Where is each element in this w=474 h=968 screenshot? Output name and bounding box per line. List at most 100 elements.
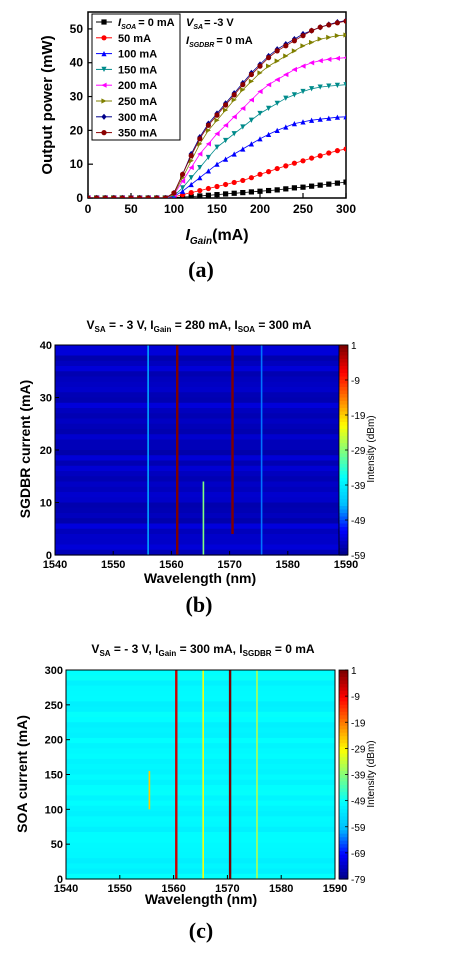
- panel-c-colorbar-label: Intensity (dBm): [366, 740, 377, 807]
- heat-row: [66, 670, 335, 676]
- data-point: [197, 141, 203, 147]
- legend-marker: [101, 66, 107, 72]
- colorbar-segment: [339, 366, 348, 371]
- colorbar-tick-label: -19: [351, 411, 366, 422]
- data-point: [223, 102, 229, 108]
- data-point: [343, 32, 346, 38]
- colorbar-segment: [339, 833, 348, 838]
- heat-row: [55, 444, 346, 451]
- data-point: [231, 179, 237, 186]
- panel-c-colorbar: 1 -9 -19 -29 -39 -49 -59 -69 -79: [338, 666, 366, 886]
- heat-row: [66, 774, 335, 781]
- colorbar-segment: [339, 401, 348, 406]
- data-point: [274, 48, 280, 54]
- data-point: [274, 100, 280, 106]
- colorbar-tick-label: -19: [351, 718, 366, 729]
- data-point: [334, 148, 340, 154]
- colorbar-segment: [339, 478, 348, 483]
- data-point: [197, 136, 203, 142]
- data-point: [223, 156, 229, 162]
- data-point: [334, 20, 340, 26]
- legend-entry: 300 mA: [118, 112, 157, 124]
- y-tick-label: 30: [40, 393, 52, 405]
- data-point: [188, 153, 194, 159]
- data-point: [231, 114, 237, 120]
- data-point: [223, 137, 229, 144]
- colorbar-tick-label: -49: [351, 797, 366, 808]
- heat-row: [66, 685, 335, 692]
- colorbar-segment: [339, 530, 348, 535]
- y-tick-label: 40: [70, 56, 84, 70]
- x-tick-label: 1580: [269, 883, 293, 895]
- colorbar-segment: [339, 812, 348, 817]
- colorbar-segment: [339, 527, 348, 532]
- data-point: [343, 82, 346, 88]
- spectral-line: [148, 771, 151, 810]
- x-tick-label: 1540: [43, 559, 67, 571]
- data-point: [343, 179, 346, 185]
- data-point: [248, 97, 254, 103]
- heat-row: [55, 439, 346, 446]
- colorbar-tick-label: -79: [351, 875, 366, 886]
- colorbar-segment: [339, 854, 348, 859]
- heat-row: [55, 534, 346, 540]
- data-point: [231, 151, 237, 157]
- colorbar-segment: [339, 460, 348, 465]
- colorbar-segment: [339, 548, 348, 553]
- y-tick-label: 250: [45, 700, 63, 712]
- panel-a-y-axis-label: Output power (mW): [39, 35, 56, 174]
- data-point: [205, 141, 211, 147]
- colorbar-segment: [339, 676, 348, 682]
- data-point: [283, 71, 289, 78]
- data-point: [300, 63, 306, 69]
- colorbar-segment: [339, 369, 348, 374]
- colorbar-segment: [339, 805, 348, 810]
- data-point: [343, 56, 346, 59]
- x-tick-label: 1580: [276, 559, 300, 571]
- data-point: [300, 158, 306, 164]
- data-point: [266, 55, 272, 61]
- colorbar-tick-label: 1: [351, 666, 357, 677]
- data-point: [188, 175, 194, 181]
- panel-b: VSA = - 3 V, IGain = 280 mA, ISOA = 300 …: [17, 318, 377, 617]
- data-point: [326, 22, 332, 28]
- spectral-line: [147, 345, 149, 555]
- x-tick-label: 50: [124, 202, 138, 216]
- data-point: [180, 188, 186, 194]
- data-point: [248, 141, 254, 147]
- y-tick-label: 0: [57, 874, 63, 886]
- heat-row: [66, 758, 335, 765]
- series-7: [88, 18, 346, 198]
- x-tick-label: 1560: [159, 559, 183, 571]
- colorbar-segment: [339, 439, 348, 444]
- heat-row: [66, 863, 335, 870]
- panel-a-x-axis-label: IGain(mA): [185, 227, 248, 247]
- colorbar-segment: [339, 348, 348, 353]
- colorbar-segment: [339, 774, 348, 779]
- data-point: [205, 127, 211, 133]
- data-point: [343, 146, 346, 152]
- data-point: [334, 55, 340, 61]
- colorbar-segment: [339, 683, 348, 689]
- data-point: [188, 158, 194, 164]
- data-point: [248, 117, 254, 123]
- colorbar-segment: [339, 861, 348, 866]
- panel-b-colorbar: 1 -9 -19 -29 -39 -49 -59: [338, 341, 366, 562]
- data-point: [180, 171, 186, 177]
- data-point: [248, 175, 254, 181]
- colorbar-segment: [339, 739, 348, 744]
- data-point: [214, 192, 220, 198]
- data-point: [334, 114, 340, 120]
- data-point: [317, 84, 323, 90]
- heat-row: [66, 722, 335, 729]
- colorbar-segment: [339, 743, 348, 748]
- heat-row: [66, 753, 335, 760]
- colorbar-segment: [339, 844, 348, 849]
- data-point: [214, 144, 220, 150]
- data-point: [317, 116, 323, 122]
- colorbar-segment: [339, 753, 348, 758]
- data-point: [231, 131, 237, 137]
- legend-marker: [101, 130, 107, 136]
- data-point: [257, 188, 263, 194]
